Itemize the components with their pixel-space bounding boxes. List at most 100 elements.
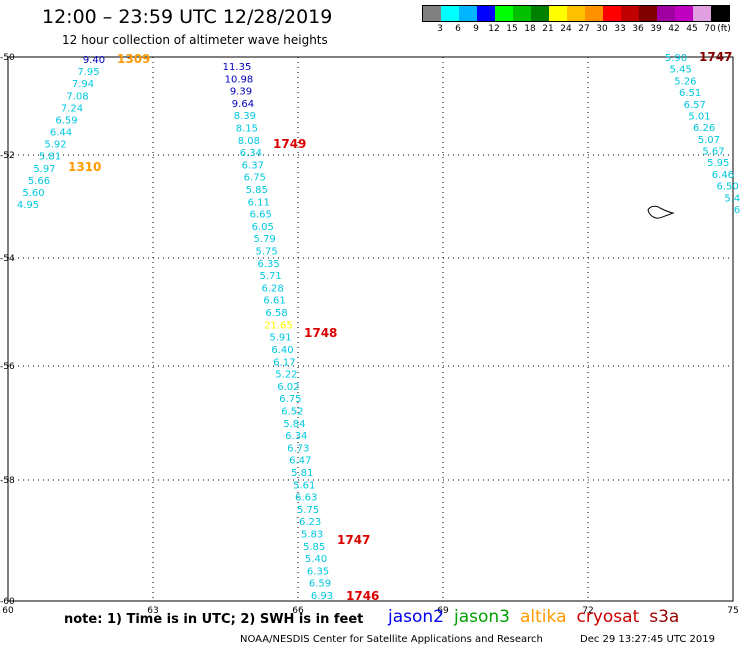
- legend-label: 15: [506, 24, 518, 34]
- pass-time-label: 1749: [273, 137, 306, 151]
- legend-label: 24: [560, 24, 572, 34]
- legend-swatch: [621, 6, 639, 21]
- wave-height-value: 6.26: [693, 123, 715, 134]
- center-track: 11.3510.989.399.648.398.158.086.346.376.…: [223, 62, 333, 602]
- wave-height-value: 6.35: [257, 259, 279, 270]
- wave-height-value: 7.95: [77, 67, 99, 78]
- wave-height-value: 8.15: [236, 124, 258, 135]
- wave-height-value: 5.4: [724, 193, 740, 204]
- island-shape: [647, 205, 675, 219]
- wave-height-value: 6.11: [248, 197, 270, 208]
- wave-height-value: 5.60: [22, 188, 44, 199]
- wave-height-value: 5.67: [702, 147, 724, 158]
- legend-swatch: [603, 6, 621, 21]
- wave-height-value: 5.66: [28, 176, 50, 187]
- legend-label: 6: [455, 24, 461, 34]
- satellite-name-altika: altika: [520, 607, 567, 627]
- credit-text: NOAA/NESDIS Center for Satellite Applica…: [240, 634, 543, 645]
- pass-time-label: 1747: [337, 533, 370, 547]
- x-tick-label: 75: [727, 606, 738, 616]
- wave-height-value: 4.95: [17, 200, 39, 211]
- wave-height-value: 5.71: [259, 271, 281, 282]
- legend-swatch: [711, 6, 729, 21]
- wave-height-value: 8.08: [238, 136, 260, 147]
- legend-swatches: [422, 5, 730, 22]
- legend-label: 36: [632, 24, 644, 34]
- wave-height-color-legend: 3 6 9 12 15 18 21 24 27 30 33 36 39 42 45 70 (ft): [422, 5, 731, 34]
- wave-height-value: 5.07: [698, 135, 720, 146]
- y-tick-label: -58: [0, 476, 15, 486]
- wave-height-value: 5.26: [674, 76, 696, 87]
- wave-height-value: 6.05: [252, 222, 274, 233]
- wave-height-value: 5.81: [39, 152, 61, 163]
- wave-height-value: 6.28: [261, 283, 283, 294]
- wave-height-value: 6.44: [50, 128, 72, 139]
- right-track: 5.905.455.266.516.575.016.265.075.675.95…: [665, 53, 740, 216]
- wave-height-value: 7.08: [66, 91, 88, 102]
- wave-height-value: 9.64: [232, 99, 254, 110]
- wave-height-value: 6.37: [242, 160, 264, 171]
- wave-height-value: 5.97: [33, 164, 55, 175]
- wave-height-value: 5.95: [707, 158, 729, 169]
- map-frame: [7, 56, 734, 602]
- wave-height-value: 6.52: [281, 406, 303, 417]
- satellite-name-cryosat: cryosat: [576, 607, 640, 627]
- wave-height-value: 6.34: [285, 431, 307, 442]
- legend-label: 30: [596, 24, 608, 34]
- legend-label: 3: [437, 24, 443, 34]
- wave-height-value: 5.84: [283, 419, 305, 430]
- left-track: 9.407.957.947.087.246.59 6.445.925.815.97…: [17, 55, 105, 211]
- wave-height-value: 6.02: [277, 382, 299, 393]
- lat-lon-grid: [8, 57, 733, 601]
- pass-time-label: 1747: [699, 50, 732, 64]
- satellite-legend: jason2 jason3 altika cryosat s3a: [388, 607, 689, 627]
- x-tick-label: 69: [437, 606, 449, 616]
- satellite-name-jason2: jason2: [388, 607, 444, 627]
- legend-label: 39: [650, 24, 662, 34]
- wave-height-value: 5.79: [254, 234, 276, 245]
- legend-swatch: [657, 6, 675, 21]
- legend-label: (ft): [717, 24, 731, 34]
- legend-label: 45: [686, 24, 698, 34]
- legend-swatch: [585, 6, 603, 21]
- x-tick-label: 72: [582, 606, 593, 616]
- wave-height-value: 6.65: [250, 210, 272, 221]
- wave-height-value: 7.94: [72, 79, 94, 90]
- pass-time-label: 1748: [304, 326, 337, 340]
- wave-height-value: 6.46: [712, 170, 734, 181]
- wave-height-value: 5.01: [688, 111, 710, 122]
- pass-time-label: 1746: [346, 589, 379, 603]
- legend-swatch: [639, 6, 657, 21]
- wave-height-value: 11.35: [223, 62, 252, 73]
- wave-height-value: 6.59: [309, 579, 331, 590]
- wave-height-value: 6.34: [240, 148, 262, 159]
- wave-height-value: 5.45: [670, 65, 692, 76]
- axis-ticks: 60 63 66 69 72 75 -50 -52 -54 -56 -58 -60: [0, 53, 739, 616]
- timestamp-text: Dec 29 13:27:45 UTC 2019: [580, 634, 715, 645]
- wave-height-value: 8.39: [234, 111, 256, 122]
- legend-label: 21: [542, 24, 554, 34]
- wave-height-value: 5.91: [269, 333, 291, 344]
- legend-label: 12: [488, 24, 500, 34]
- wave-height-value: 6.50: [716, 182, 738, 193]
- wave-height-value: 6.73: [287, 443, 309, 454]
- wave-height-value: 6.93: [311, 591, 333, 602]
- wave-height-value: 6.47: [289, 456, 311, 467]
- map-title: 12:00 – 23:59 UTC 12/28/2019: [42, 6, 333, 28]
- legend-swatch: [477, 6, 495, 21]
- legend-swatch: [459, 6, 477, 21]
- wave-height-value: 5.40: [305, 554, 327, 565]
- wave-height-value: 6.40: [271, 345, 293, 356]
- satellite-name-s3a: s3a: [649, 607, 680, 627]
- y-tick-label: -56: [0, 362, 15, 372]
- wave-height-value: 6.63: [295, 493, 317, 504]
- wave-height-value: 6.51: [679, 88, 701, 99]
- map-subtitle: 12 hour collection of altimeter wave hei…: [62, 33, 328, 47]
- wave-height-value: 6.75: [279, 394, 301, 405]
- wave-height-value: 6.75: [244, 173, 266, 184]
- pass-time-label: 1309: [117, 52, 150, 66]
- wave-height-value: 6: [734, 205, 740, 216]
- satellite-name-jason3: jason3: [454, 607, 510, 627]
- legend-swatch: [567, 6, 585, 21]
